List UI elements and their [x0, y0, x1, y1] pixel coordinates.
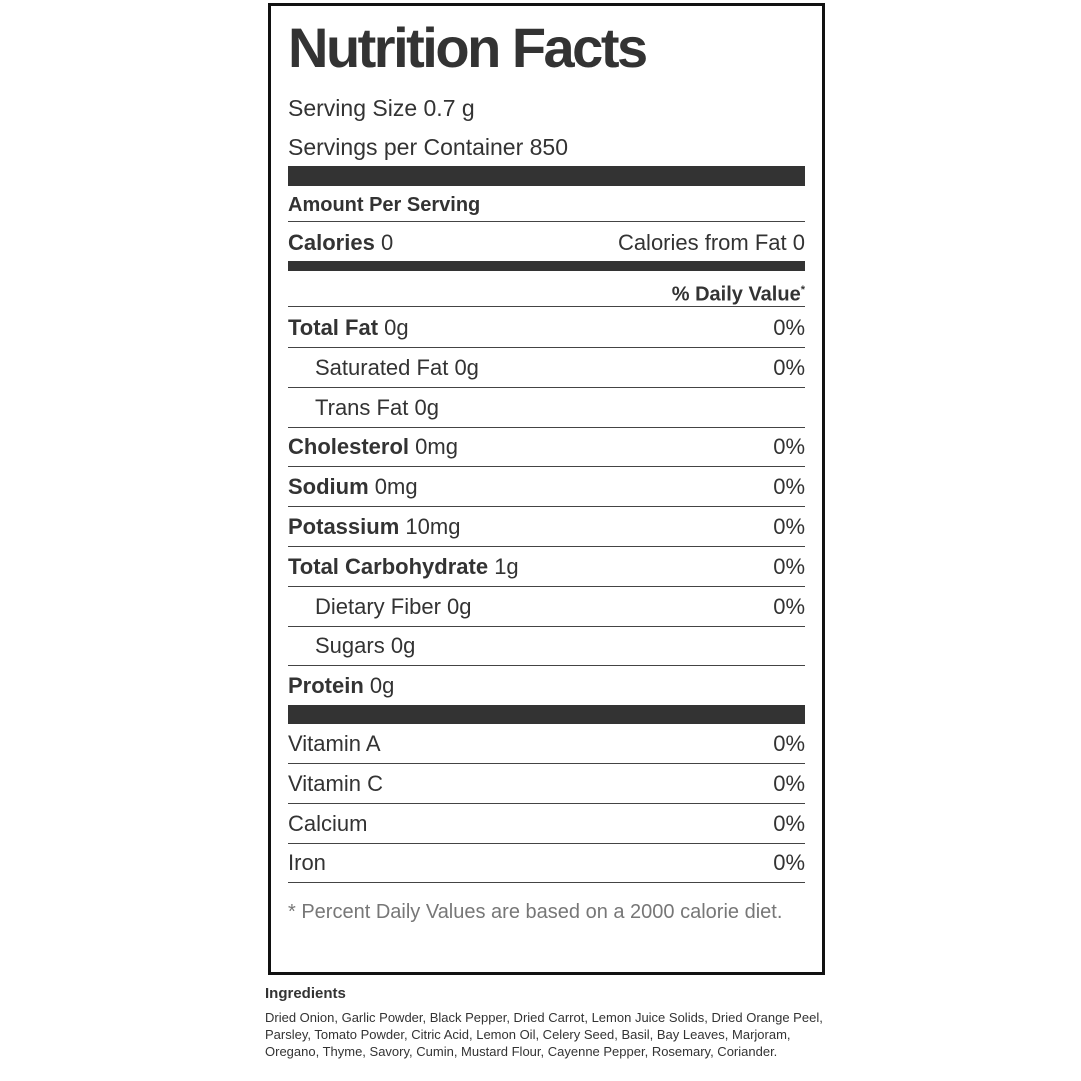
- nutrient-amount: 0g: [390, 633, 416, 659]
- vitamin-row: Vitamin C 0%: [288, 764, 805, 804]
- amount-per-serving: Amount Per Serving: [288, 191, 805, 222]
- nutrient-label: Cholesterol: [288, 434, 410, 460]
- nutrient-amount: 0g: [414, 394, 439, 420]
- nutrient-label: Dietary Fiber: [315, 593, 441, 619]
- vitamin-row: Calcium 0%: [288, 804, 805, 844]
- daily-value: 0%: [773, 354, 805, 380]
- daily-value: 0%: [773, 553, 805, 579]
- nutrient-label: Saturated Fat: [315, 354, 449, 380]
- daily-value: 0%: [773, 593, 805, 619]
- nutrient-row: Protein 0g: [288, 666, 805, 705]
- vitamin-label: Vitamin C: [288, 770, 383, 796]
- nutrient-label: Sugars: [315, 633, 385, 659]
- nutrient-label: Protein: [288, 673, 364, 699]
- nutrient-amount: 0g: [369, 673, 395, 699]
- vitamin-label: Vitamin A: [288, 731, 381, 756]
- nutrient-row: Dietary Fiber 0g 0%: [288, 587, 805, 627]
- daily-value: 0%: [773, 850, 805, 876]
- thick-rule: [288, 166, 805, 186]
- vitamin-row: Vitamin A 0%: [288, 724, 805, 764]
- daily-value: 0%: [773, 434, 805, 460]
- calories-label: Calories: [288, 230, 375, 255]
- nutrient-amount: 0g: [447, 593, 472, 619]
- nutrient-row: Total Fat 0g 0%: [288, 308, 805, 348]
- thick-rule: [288, 705, 805, 724]
- vitamin-label: Iron: [288, 850, 326, 876]
- daily-value-text: % Daily Value: [671, 283, 801, 306]
- servings-per-container: Servings per Container 850: [288, 134, 568, 160]
- calories-row: Calories 0 Calories from Fat 0: [288, 223, 805, 262]
- nutrient-amount: 0g: [454, 354, 479, 380]
- daily-value: 0%: [773, 810, 805, 836]
- medium-rule: [288, 261, 805, 271]
- nutrient-row: Total Carbohydrate 1g 0%: [288, 547, 805, 587]
- label-box: [268, 3, 825, 975]
- nutrient-amount: 0mg: [374, 474, 418, 500]
- ingredients-text: Dried Onion, Garlic Powder, Black Pepper…: [265, 1010, 823, 1059]
- daily-value: 0%: [773, 770, 805, 796]
- serving-size: Serving Size 0.7 g: [288, 95, 475, 121]
- daily-value: 0%: [773, 315, 805, 340]
- calories-from-fat: Calories from Fat 0: [617, 230, 805, 255]
- nutrient-row: Potassium 10mg 0%: [288, 507, 805, 547]
- nutrient-label: Total Fat: [288, 315, 379, 340]
- daily-value: 0%: [773, 514, 805, 539]
- daily-value: 0%: [773, 731, 805, 756]
- nutrient-label: Total Carbohydrate: [288, 553, 489, 579]
- nutrient-label: Sodium: [288, 474, 369, 500]
- vitamin-label: Calcium: [288, 810, 368, 836]
- vitamin-row: Iron 0%: [288, 843, 805, 884]
- daily-value-marker: *: [800, 284, 805, 296]
- nutrient-amount: 1g: [494, 553, 519, 579]
- nutrient-label: Potassium: [288, 514, 400, 539]
- calories-amount: 0: [380, 230, 394, 255]
- nutrient-amount: 10mg: [405, 514, 461, 539]
- nutrient-row: Sodium 0mg 0%: [288, 467, 805, 508]
- title: Nutrition Facts: [288, 16, 648, 79]
- ingredients-title: Ingredients: [265, 985, 346, 1002]
- footnote: * Percent Daily Values are based on a 20…: [288, 901, 783, 923]
- nutrient-amount: 0g: [384, 315, 409, 340]
- nutrient-row: Sugars 0g: [288, 626, 805, 667]
- nutrient-row: Saturated Fat 0g 0%: [288, 348, 805, 388]
- nutrient-row: Trans Fat 0g: [288, 388, 805, 428]
- nutrient-label: Trans Fat: [315, 394, 409, 420]
- nutrient-amount: 0mg: [415, 434, 458, 460]
- daily-value: 0%: [773, 474, 805, 500]
- daily-value-header: % Daily Value*: [288, 274, 805, 307]
- nutrient-row: Cholesterol 0mg 0%: [288, 427, 805, 468]
